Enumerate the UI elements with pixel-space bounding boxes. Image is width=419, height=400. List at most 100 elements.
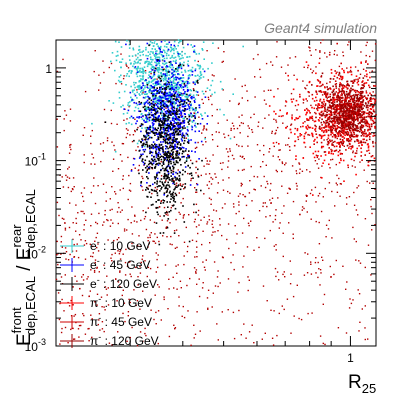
series-0-point	[135, 73, 138, 75]
hadron-scatter-point	[256, 176, 259, 178]
series-0-point	[130, 100, 133, 102]
series-4-point	[342, 130, 345, 132]
series-0-point	[183, 61, 185, 64]
series-4-point	[357, 78, 359, 81]
series-0-point	[136, 75, 139, 78]
hadron-scatter-point	[188, 103, 191, 105]
series-3-point	[313, 140, 315, 142]
hadron-scatter-point	[90, 225, 92, 227]
series-5-point	[359, 122, 361, 124]
series-1-point	[155, 148, 158, 151]
series-5-point	[324, 106, 326, 109]
series-5-point	[364, 122, 366, 125]
series-0-point	[164, 104, 167, 107]
hadron-scatter-point	[298, 163, 301, 165]
series-3-point	[323, 134, 326, 137]
series-0-point	[182, 57, 184, 59]
series-0-point	[146, 108, 149, 111]
hadron-scatter-point	[270, 61, 272, 63]
series-1-point	[179, 125, 181, 128]
series-2-point	[156, 183, 158, 185]
series-4-point	[356, 140, 359, 142]
hadron-scatter-point	[100, 296, 103, 298]
series-0-point	[138, 80, 141, 82]
series-2-point	[160, 80, 162, 82]
series-2-point	[167, 116, 169, 118]
series-3-point	[311, 97, 314, 100]
series-5-point	[353, 117, 355, 119]
series-0-point	[199, 70, 202, 73]
series-4-point	[362, 141, 365, 144]
series-2-point	[159, 108, 161, 110]
series-5-point	[354, 111, 356, 113]
series-2-point	[168, 111, 170, 114]
series-4-point	[372, 145, 375, 148]
series-2-point	[162, 161, 165, 163]
series-0-point	[149, 107, 152, 109]
series-4-point	[336, 76, 339, 79]
series-3-point	[296, 129, 299, 132]
series-0-point	[180, 94, 182, 96]
series-2-point	[159, 190, 161, 192]
series-2-point	[153, 109, 156, 111]
series-0-point	[156, 50, 158, 52]
series-2-point	[146, 132, 148, 134]
series-0-point	[153, 84, 156, 87]
series-2-point	[173, 128, 175, 131]
hadron-scatter-point	[319, 50, 321, 52]
series-2-point	[174, 192, 177, 195]
hadron-scatter-point	[126, 340, 128, 342]
hadron-scatter-point	[368, 152, 371, 154]
hadron-scatter-point	[122, 187, 124, 190]
hadron-scatter-point	[335, 149, 338, 151]
series-3-point	[314, 120, 317, 122]
series-5-point	[347, 94, 350, 96]
series-0-point	[174, 73, 176, 76]
series-5-point	[350, 124, 353, 126]
series-3-point	[305, 127, 308, 129]
hadron-scatter-point	[196, 146, 198, 149]
series-5-point	[345, 123, 347, 126]
series-2-point	[169, 146, 171, 149]
series-1-point	[152, 90, 155, 92]
series-4-point	[358, 77, 361, 79]
hadron-scatter-point	[80, 210, 82, 213]
hadron-scatter-point	[88, 327, 90, 330]
series-2-point	[168, 100, 171, 102]
series-3-point	[332, 123, 334, 125]
hadron-scatter-point	[303, 207, 305, 210]
series-0-point	[112, 102, 115, 104]
hadron-scatter-point	[201, 287, 204, 289]
series-5-point	[359, 96, 361, 99]
hadron-scatter-point	[253, 249, 255, 251]
hadron-scatter-point	[176, 272, 178, 274]
hadron-scatter-point	[364, 327, 366, 329]
series-1-point	[184, 113, 186, 116]
hadron-scatter-point	[155, 323, 157, 325]
series-1-point	[150, 84, 152, 87]
hadron-scatter-point	[254, 76, 256, 78]
series-2-point	[183, 142, 185, 145]
series-5-point	[363, 111, 366, 113]
hadron-scatter-point	[191, 239, 194, 241]
hadron-scatter-point	[336, 137, 338, 140]
hadron-scatter-point	[197, 214, 200, 216]
series-2-point	[164, 114, 167, 117]
series-3-point	[362, 138, 364, 141]
series-2-point	[154, 166, 156, 169]
series-0-point	[158, 57, 161, 59]
series-0-point	[165, 71, 168, 73]
series-0-point	[142, 90, 144, 92]
hadron-scatter-point	[286, 192, 289, 194]
hadron-scatter-point	[94, 202, 97, 205]
series-5-point	[344, 119, 346, 121]
series-3-point	[303, 137, 306, 140]
hadron-scatter-point	[317, 261, 319, 264]
series-0-point	[137, 85, 139, 87]
hadron-scatter-point	[64, 227, 67, 229]
series-1-point	[186, 128, 189, 131]
series-3-point	[324, 129, 327, 131]
series-0-point	[152, 75, 155, 77]
series-2-point	[164, 83, 166, 85]
